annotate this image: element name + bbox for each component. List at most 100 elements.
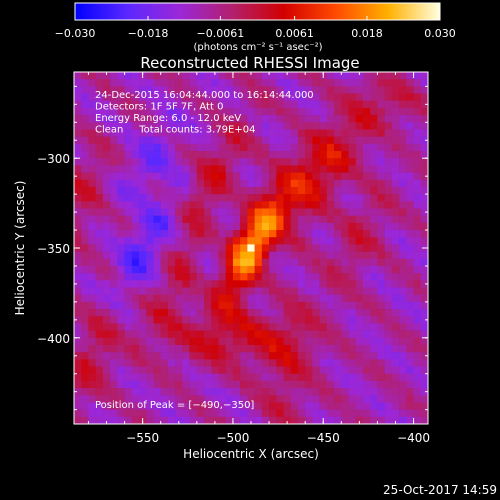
heatmap-pixel xyxy=(247,395,255,403)
heatmap-pixel xyxy=(261,165,270,173)
heatmap-pixel xyxy=(160,107,169,116)
heatmap-pixel xyxy=(305,222,313,231)
heatmap-pixel xyxy=(117,323,125,331)
heatmap-pixel xyxy=(254,258,263,267)
heatmap-pixel xyxy=(362,179,371,188)
heatmap-pixel xyxy=(232,122,241,130)
heatmap-pixel xyxy=(348,201,357,209)
heatmap-pixel xyxy=(146,151,154,159)
heatmap-pixel xyxy=(290,258,299,267)
heatmap-pixel xyxy=(269,215,277,224)
heatmap-pixel xyxy=(110,258,118,267)
heatmap-pixel xyxy=(305,294,313,303)
heatmap-pixel xyxy=(362,72,371,80)
heatmap-pixel xyxy=(218,402,227,410)
heatmap-pixel xyxy=(88,151,96,159)
heatmap-pixel xyxy=(117,151,125,159)
heatmap-pixel xyxy=(305,330,313,339)
heatmap-pixel xyxy=(175,337,183,346)
heatmap-pixel xyxy=(167,416,176,424)
heatmap-pixel xyxy=(254,186,263,195)
heatmap-pixel xyxy=(276,344,284,353)
heatmap-pixel xyxy=(319,136,328,145)
heatmap-pixel xyxy=(413,93,422,102)
heatmap-pixel xyxy=(102,287,111,295)
heatmap-pixel xyxy=(167,409,176,418)
heatmap-pixel xyxy=(196,208,205,216)
heatmap-pixel xyxy=(247,122,255,130)
heatmap-pixel xyxy=(377,366,385,375)
heatmap-pixel xyxy=(232,344,241,353)
heatmap-pixel xyxy=(225,366,234,375)
heatmap-pixel xyxy=(406,373,414,382)
heatmap-pixel xyxy=(406,158,414,166)
heatmap-pixel xyxy=(348,230,357,238)
heatmap-pixel xyxy=(196,93,205,102)
heatmap-pixel xyxy=(175,230,183,238)
heatmap-pixel xyxy=(297,93,306,102)
heatmap-pixel xyxy=(269,79,277,87)
heatmap-pixel xyxy=(312,179,320,188)
heatmap-pixel xyxy=(153,344,161,353)
heatmap-pixel xyxy=(196,359,205,367)
heatmap-pixel xyxy=(377,158,385,166)
heatmap-pixel xyxy=(413,366,422,375)
heatmap-pixel xyxy=(81,265,89,274)
heatmap-pixel xyxy=(175,395,183,403)
heatmap-pixel xyxy=(297,143,306,152)
heatmap-pixel xyxy=(182,280,190,288)
heatmap-pixel xyxy=(81,93,89,102)
heatmap-pixel xyxy=(95,352,104,360)
heatmap-pixel xyxy=(153,316,161,324)
heatmap-pixel xyxy=(348,309,357,317)
heatmap-pixel xyxy=(269,151,277,159)
heatmap-pixel xyxy=(204,337,212,346)
heatmap-pixel xyxy=(370,201,378,209)
heatmap-pixel xyxy=(290,366,299,375)
heatmap-pixel xyxy=(232,107,241,116)
heatmap-pixel xyxy=(153,172,161,181)
heatmap-pixel xyxy=(326,230,335,238)
heatmap-pixel xyxy=(391,359,400,367)
heatmap-pixel xyxy=(348,165,357,173)
heatmap-pixel xyxy=(384,309,393,317)
heatmap-pixel xyxy=(269,309,277,317)
heatmap-pixel xyxy=(167,366,176,375)
heatmap-pixel xyxy=(370,222,378,231)
heatmap-pixel xyxy=(160,323,169,331)
heatmap-pixel xyxy=(341,416,349,424)
heatmap-pixel xyxy=(167,280,176,288)
heatmap-pixel xyxy=(384,244,393,252)
heatmap-pixel xyxy=(124,122,133,130)
heatmap-pixel xyxy=(276,158,284,166)
heatmap-pixel xyxy=(254,222,263,231)
heatmap-pixel xyxy=(420,143,428,152)
heatmap-pixel xyxy=(211,323,219,331)
heatmap-pixel xyxy=(391,323,400,331)
heatmap-pixel xyxy=(240,172,248,181)
heatmap-pixel xyxy=(312,273,320,281)
heatmap-pixel xyxy=(74,416,82,424)
heatmap-pixel xyxy=(175,344,183,353)
colorbar-tick-label: 0.018 xyxy=(351,27,383,40)
heatmap-pixel xyxy=(276,265,284,274)
heatmap-pixel xyxy=(290,316,299,324)
heatmap-pixel xyxy=(305,395,313,403)
heatmap-pixel xyxy=(362,158,371,166)
heatmap-pixel xyxy=(370,323,378,331)
heatmap-pixel xyxy=(312,330,320,339)
heatmap-pixel xyxy=(334,100,342,109)
heatmap-pixel xyxy=(232,72,241,80)
heatmap-pixel xyxy=(196,194,205,202)
heatmap-pixel xyxy=(413,280,422,288)
heatmap-pixel xyxy=(95,230,104,238)
heatmap-pixel xyxy=(399,194,407,202)
heatmap-pixel xyxy=(362,251,371,260)
heatmap-pixel xyxy=(420,237,428,245)
heatmap-pixel xyxy=(189,215,198,224)
heatmap-pixel xyxy=(124,330,133,339)
heatmap-pixel xyxy=(81,79,89,87)
heatmap-pixel xyxy=(355,265,364,274)
heatmap-pixel xyxy=(399,244,407,252)
heatmap-pixel xyxy=(189,395,198,403)
